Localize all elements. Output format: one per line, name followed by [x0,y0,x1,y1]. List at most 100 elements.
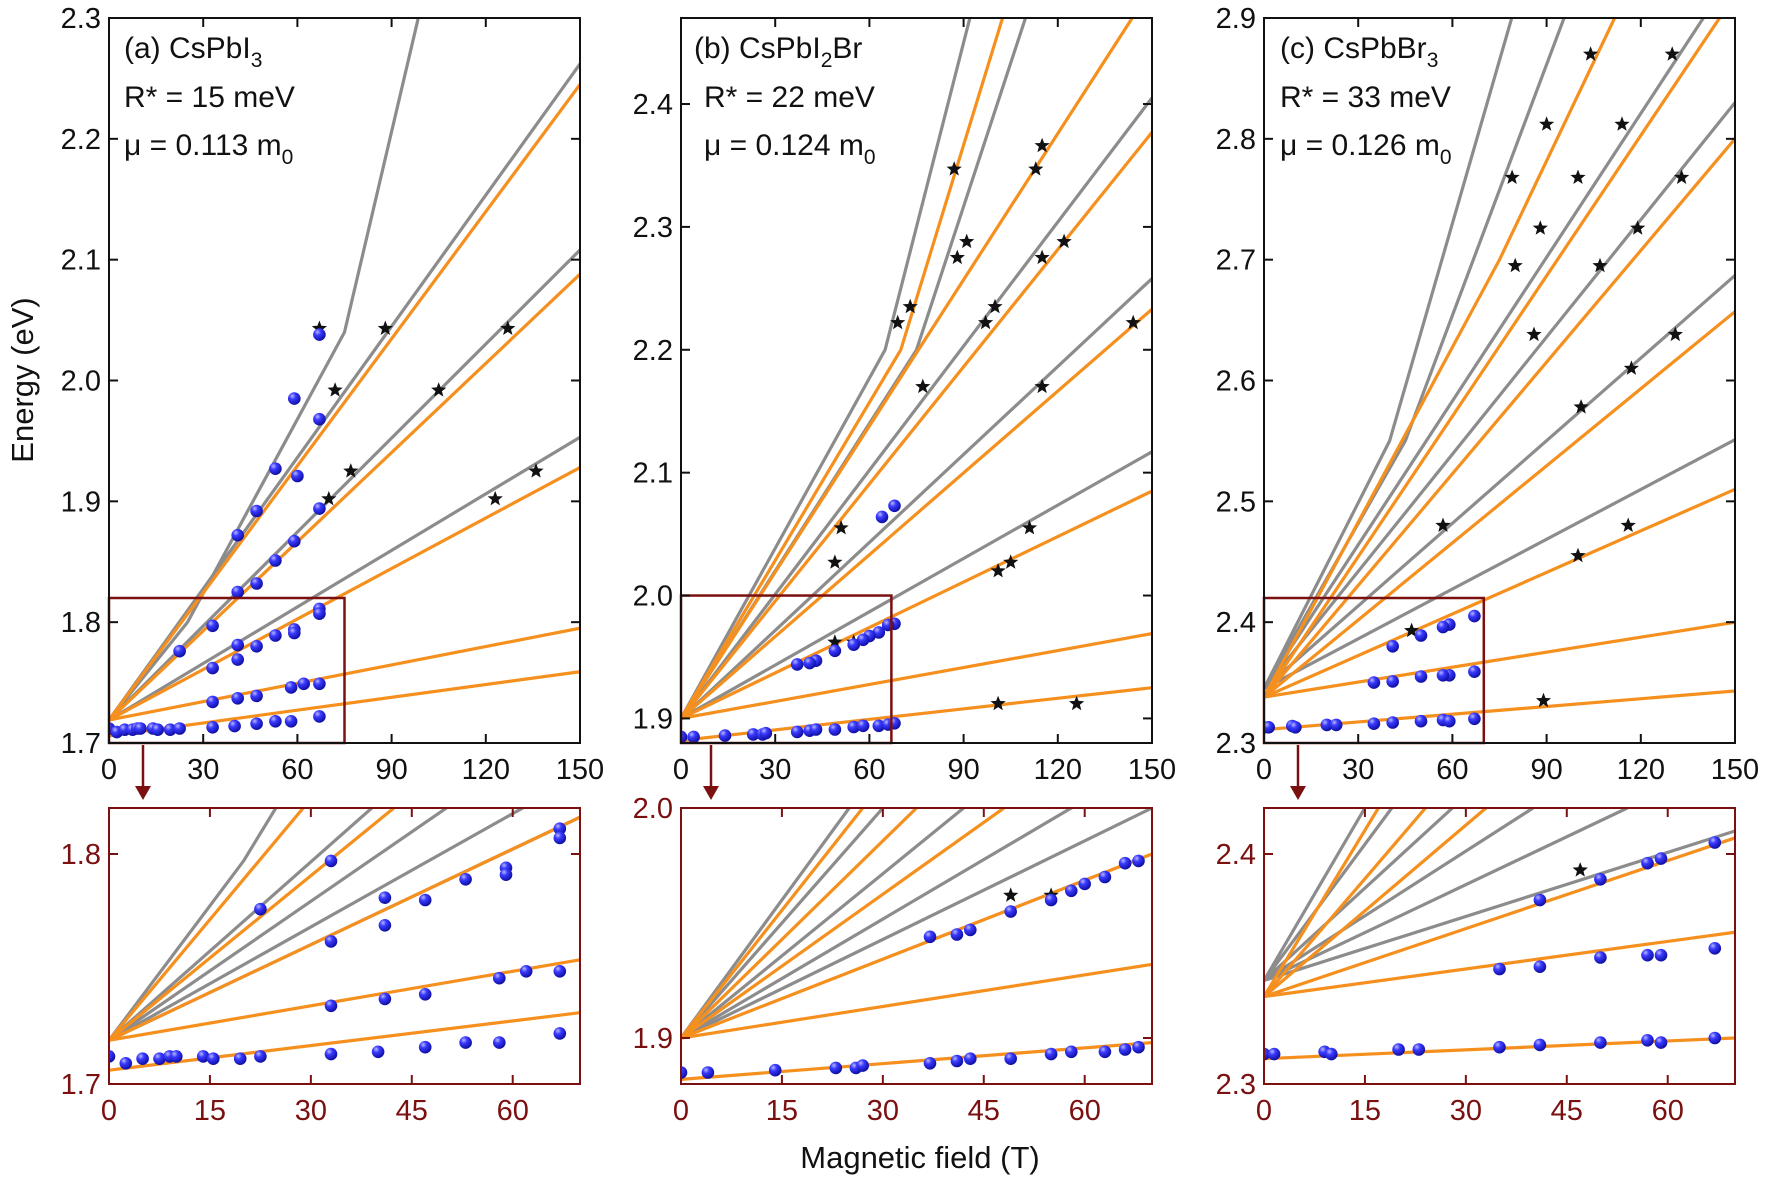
star-marker-b-11 [1125,314,1141,330]
star-marker-c-1 [1664,46,1680,61]
gray-line-a-3 [109,435,580,722]
data-point-b-10 [803,656,816,670]
star-marker-b-0 [946,161,962,176]
orange-line-b-5 [681,632,1152,720]
star-marker-b-15 [1021,520,1038,535]
x-tick-label-a-inset-0: 0 [101,1095,117,1127]
gray-line-c-inset-3 [1264,808,1534,982]
data-point-c-inset-22 [1708,1031,1722,1045]
star-marker-b-21 [990,695,1006,711]
orange-line-c-1 [1264,18,1722,698]
data-point-b-inset-18 [964,1052,977,1065]
data-point-a-inset-24 [207,1052,220,1065]
data-point-c-9 [1386,675,1399,688]
data-point-a-inset-6 [499,868,513,881]
y-tick-label-a-2: 1.9 [61,486,101,518]
x-tick-label-c-5: 150 [1711,754,1759,786]
data-point-c-8 [1414,670,1428,683]
gray-line-a-inset-0 [109,808,278,1042]
panel-c-inset: 0 15 30 45 60 2.3 2.4 [1216,807,1736,1127]
star-marker-c-4 [1504,169,1520,184]
data-point-a-inset-28 [371,1045,385,1059]
data-point-c-12 [1264,721,1275,734]
gray-line-c-inset-0 [1264,808,1367,982]
gray-line-b-2 [681,96,1152,720]
y-tick-label-c-2: 2.5 [1216,486,1256,518]
y-tick-label-b-3: 2.2 [633,335,673,367]
gray-line-b-3 [681,277,1152,720]
gray-line-b-inset-3 [681,808,1075,1040]
data-point-b-inset-22 [1098,1045,1112,1059]
orange-line-b-4 [681,489,1152,720]
orange-line-a-inset-1 [109,808,397,1042]
x-tick-label-c-inset-4: 60 [1652,1095,1684,1127]
y-tick-label-b-0: 1.9 [633,703,673,735]
plot-area-a [109,18,580,739]
data-point-a-28 [206,695,219,709]
data-point-a-1 [288,392,301,405]
data-point-a-5 [250,504,263,518]
y-axis-title: Energy (eV) [5,297,40,462]
data-point-a-23 [297,677,311,691]
star-marker-c-14 [1573,399,1589,414]
star-marker-a-4 [431,382,447,397]
data-point-b-inset-1 [1118,856,1132,870]
y-tick-label-b-inset-0: 1.9 [633,1023,673,1055]
x-tick-label-c-inset-0: 0 [1256,1095,1272,1127]
x-tick-label-c-2: 60 [1436,754,1468,786]
data-point-a-24 [313,677,326,691]
data-point-b-inset-5 [1044,893,1058,907]
data-point-c-inset-12 [1267,1047,1281,1061]
data-point-c-5 [1468,665,1481,678]
data-point-a-6 [231,528,244,542]
data-point-b-6 [856,633,870,647]
data-point-b-18 [790,725,804,739]
orange-line-c-inset-2 [1264,808,1488,998]
orange-line-a-1 [109,273,580,722]
orange-line-b-inset-1 [681,808,919,1040]
star-marker-b-inset-0 [1003,887,1019,902]
x-tick-label-a-inset-3: 45 [396,1095,428,1127]
panel-a: 0 30 60 90 120 150 1.7 1.8 1.9 2.0 2.1 2.2 2.3 [61,3,605,786]
data-point-a-42 [269,715,282,728]
x-tick-label-a-0: 0 [101,754,117,786]
plot-area-b-inset [681,808,1152,1081]
gray-line-b-4 [681,450,1152,720]
data-point-a-14 [206,619,219,633]
data-point-c-inset-14 [1325,1047,1338,1061]
data-point-a-3 [269,462,282,476]
data-point-b-8 [828,644,842,658]
plot-area-c-inset [1264,808,1735,1061]
x-tick-label-b-inset-0: 0 [673,1095,689,1127]
data-point-a-inset-9 [378,919,392,932]
data-point-b-21 [828,723,842,736]
star-marker-a-7 [321,490,337,506]
y-tick-label-b-5: 2.4 [633,89,673,121]
data-point-b-inset-17 [950,1054,964,1068]
data-point-b-22 [847,720,860,734]
data-point-b-20 [809,723,823,736]
gray-line-a-2 [109,248,580,722]
data-point-c-16 [1329,718,1343,732]
star-marker-b-7 [890,314,906,330]
star-marker-c-8 [1630,220,1646,235]
data-point-b-1 [875,510,889,524]
star-marker-a-0 [311,320,327,335]
y-tick-label-c-0: 2.3 [1216,728,1256,760]
x-tick-label-a-1: 30 [187,754,219,786]
data-point-c-inset-17 [1493,1040,1506,1054]
data-point-c-17 [1367,717,1381,730]
data-point-b-11 [790,658,804,671]
star-marker-c-10 [1592,257,1608,273]
zoom-arrow-head-b [703,786,719,800]
frame-c-inset [1263,807,1736,1085]
x-tick-label-b-0: 0 [673,754,689,786]
orange-line-a-inset-0 [109,808,306,1042]
data-point-a-7 [313,502,326,515]
data-point-a-inset-22 [170,1050,183,1063]
data-point-a-inset-11 [519,965,533,978]
data-point-b-inset-11 [701,1066,715,1079]
data-point-c-inset-7 [1641,948,1654,962]
orange-line-a-inset-4 [109,1011,580,1072]
star-marker-b-1 [1028,161,1044,176]
